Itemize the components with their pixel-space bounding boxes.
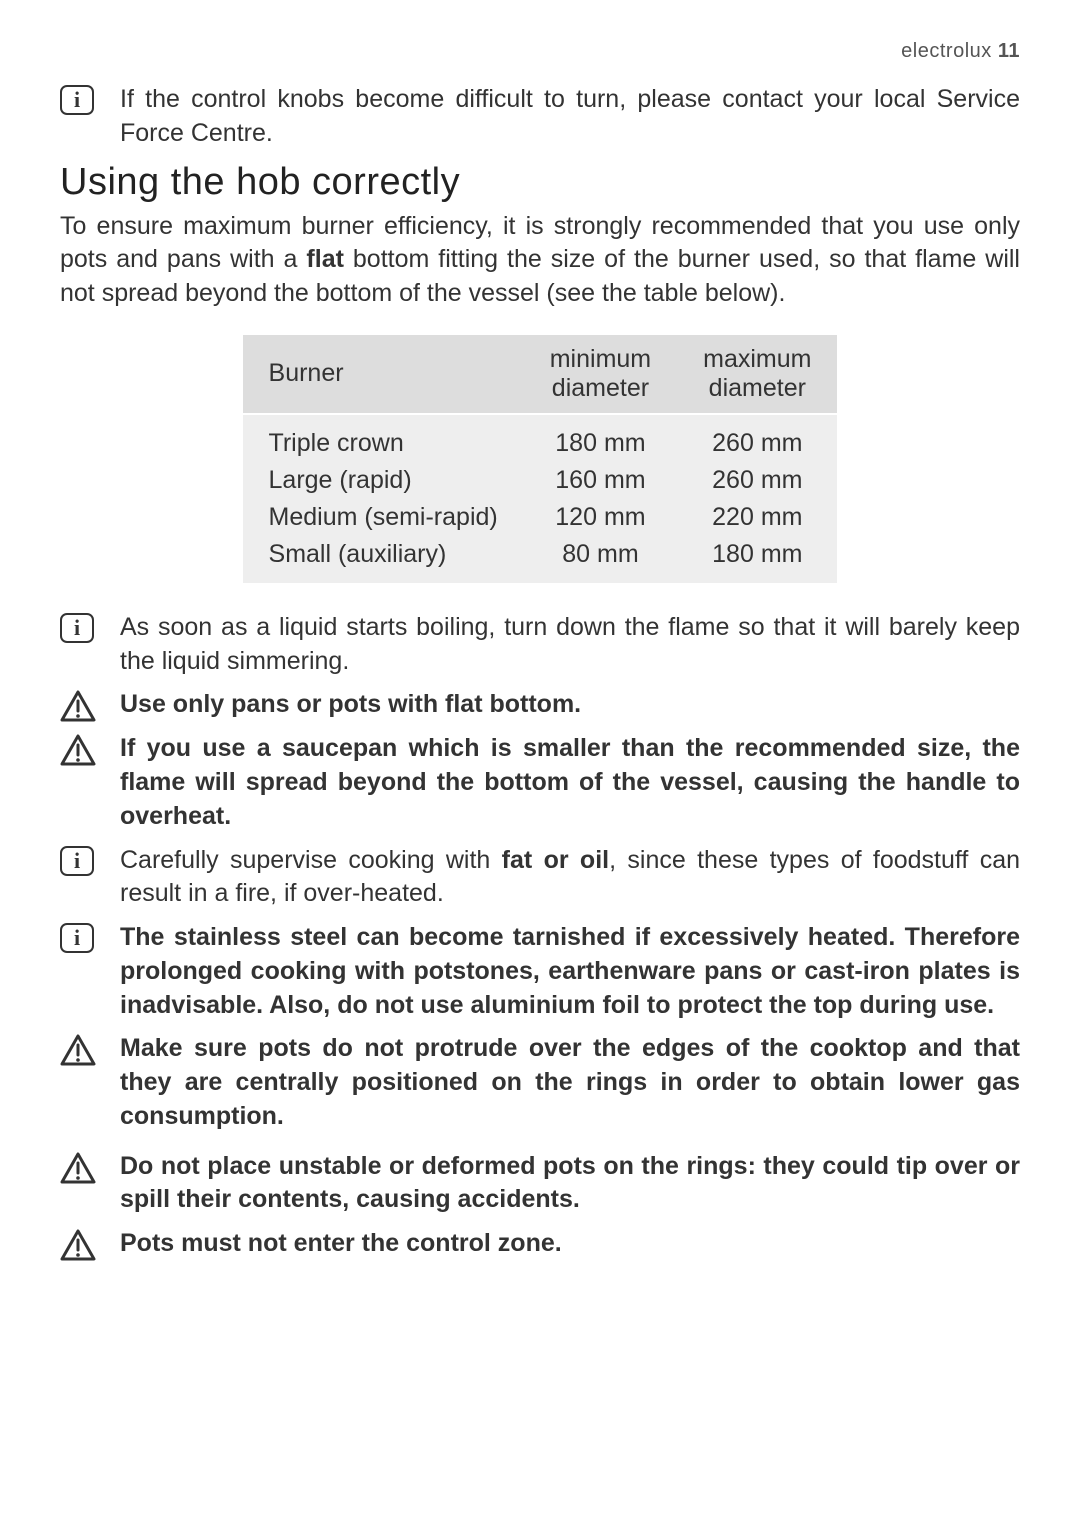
note-saucepan-small-text: If you use a saucepan which is smaller t… <box>120 732 1020 833</box>
intro-paragraph: To ensure maximum burner efficiency, it … <box>60 210 1020 311</box>
note-knobs-text: If the control knobs become difficult to… <box>120 83 1020 151</box>
warning-icon <box>60 1227 120 1261</box>
note-control-zone: Pots must not enter the control zone. <box>60 1227 1020 1261</box>
page-header: electrolux 11 <box>60 40 1020 63</box>
note-knobs: If the control knobs become difficult to… <box>60 83 1020 151</box>
note-protrude: Make sure pots do not protrude over the … <box>60 1032 1020 1133</box>
note-fat-oil: Carefully supervise cooking with fat or … <box>60 844 1020 912</box>
brand-label: electrolux <box>901 40 992 62</box>
info-icon <box>60 844 120 876</box>
note-simmer: As soon as a liquid starts boiling, turn… <box>60 611 1020 679</box>
note-unstable-text: Do not place unstable or deformed pots o… <box>120 1150 1020 1218</box>
section-heading: Using the hob correctly <box>60 161 1020 204</box>
table-row: Large (rapid) 160 mm 260 mm <box>243 462 838 499</box>
note-flat-bottom: Use only pans or pots with flat bottom. <box>60 688 1020 722</box>
note-fat-oil-text: Carefully supervise cooking with fat or … <box>120 844 1020 912</box>
info-icon <box>60 921 120 953</box>
note-saucepan-small: If you use a saucepan which is smaller t… <box>60 732 1020 833</box>
burner-table: Burner minimumdiameter maximumdiameter T… <box>243 335 838 583</box>
table-row: Medium (semi-rapid) 120 mm 220 mm <box>243 499 838 536</box>
page-number: 11 <box>998 40 1020 62</box>
table-row: Triple crown 180 mm 260 mm <box>243 414 838 462</box>
col-burner: Burner <box>243 335 524 414</box>
warning-icon <box>60 688 120 722</box>
note-flat-bottom-text: Use only pans or pots with flat bottom. <box>120 688 1020 722</box>
note-control-zone-text: Pots must not enter the control zone. <box>120 1227 1020 1261</box>
table-header-row: Burner minimumdiameter maximumdiameter <box>243 335 838 414</box>
col-max: maximumdiameter <box>677 335 837 414</box>
note-stainless-text: The stainless steel can become tarnished… <box>120 921 1020 1022</box>
info-icon <box>60 611 120 643</box>
warning-icon <box>60 732 120 766</box>
note-protrude-text: Make sure pots do not protrude over the … <box>120 1032 1020 1133</box>
intro-bold: flat <box>306 245 344 273</box>
note-unstable: Do not place unstable or deformed pots o… <box>60 1150 1020 1218</box>
note-stainless: The stainless steel can become tarnished… <box>60 921 1020 1022</box>
info-icon <box>60 83 120 115</box>
note-simmer-text: As soon as a liquid starts boiling, turn… <box>120 611 1020 679</box>
warning-icon <box>60 1150 120 1184</box>
warning-icon <box>60 1032 120 1066</box>
col-min: minimumdiameter <box>524 335 677 414</box>
table-row: Small (auxiliary) 80 mm 180 mm <box>243 536 838 583</box>
